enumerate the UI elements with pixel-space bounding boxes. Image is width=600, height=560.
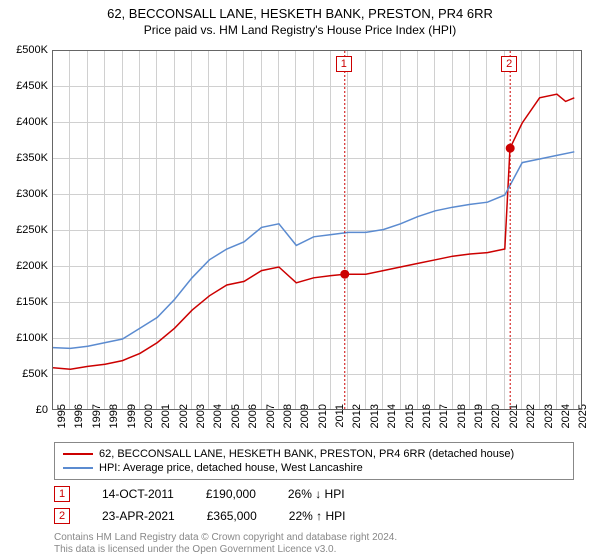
footer-line-1: Contains HM Land Registry data © Crown c…: [54, 532, 574, 544]
sale-price-1: £190,000: [206, 487, 256, 501]
sale-marker-2: 2: [54, 508, 70, 524]
sale-delta-2: 22% ↑ HPI: [289, 509, 346, 523]
legend-row-property: 62, BECCONSALL LANE, HESKETH BANK, PREST…: [63, 447, 565, 461]
legend-label-property: 62, BECCONSALL LANE, HESKETH BANK, PREST…: [99, 448, 514, 460]
sale-row-1: 1 14-OCT-2011 £190,000 26% ↓ HPI: [54, 486, 574, 502]
sale-marker-1: 1: [54, 486, 70, 502]
title-block: 62, BECCONSALL LANE, HESKETH BANK, PREST…: [0, 0, 600, 37]
chart-subtitle: Price paid vs. HM Land Registry's House …: [0, 23, 600, 37]
plot-area: [52, 50, 582, 410]
legend-swatch-property: [63, 453, 93, 455]
plot-svg: [53, 51, 583, 411]
sale-date-1: 14-OCT-2011: [102, 487, 174, 501]
chart-container: 62, BECCONSALL LANE, HESKETH BANK, PREST…: [0, 0, 600, 560]
sale-row-2: 2 23-APR-2021 £365,000 22% ↑ HPI: [54, 508, 574, 524]
legend-box: 62, BECCONSALL LANE, HESKETH BANK, PREST…: [54, 442, 574, 480]
sale-delta-1: 26% ↓ HPI: [288, 487, 345, 501]
sale-date-2: 23-APR-2021: [102, 509, 175, 523]
chart-title: 62, BECCONSALL LANE, HESKETH BANK, PREST…: [0, 6, 600, 21]
footer-attribution: Contains HM Land Registry data © Crown c…: [54, 532, 574, 556]
legend-row-hpi: HPI: Average price, detached house, West…: [63, 461, 565, 475]
legend-swatch-hpi: [63, 467, 93, 469]
footer-line-2: This data is licensed under the Open Gov…: [54, 544, 574, 556]
legend-label-hpi: HPI: Average price, detached house, West…: [99, 462, 363, 474]
sale-price-2: £365,000: [207, 509, 257, 523]
